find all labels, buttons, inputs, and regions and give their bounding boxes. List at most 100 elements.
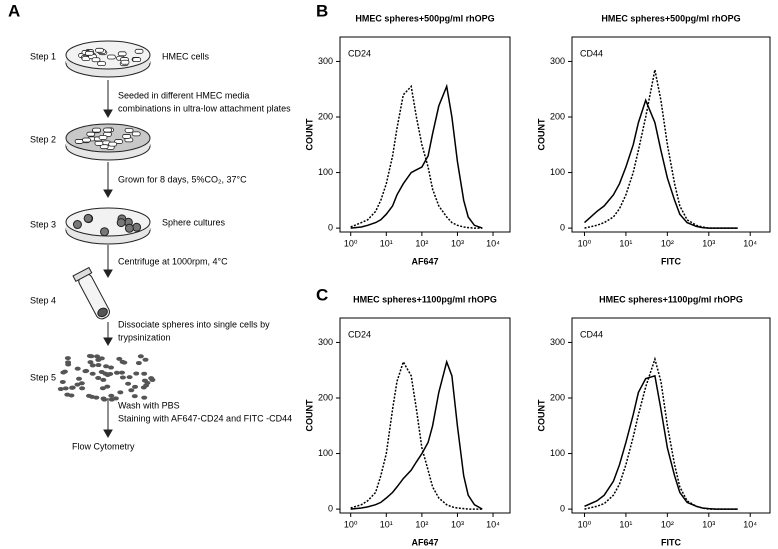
histogram-line: [350, 359, 483, 510]
y-axis-label: COUNT: [536, 118, 546, 150]
x-tick-label: 10⁰: [344, 238, 358, 248]
single-cell: [98, 356, 105, 361]
x-axis-label: AF647: [411, 537, 438, 547]
sphere: [124, 223, 134, 233]
chart-title: HMEC spheres+500pg/ml rhOPG: [601, 13, 740, 23]
single-cell: [140, 385, 147, 390]
step-label: Step 2: [30, 134, 56, 144]
y-tick-label: 300: [318, 56, 333, 66]
arrow-head: [103, 109, 113, 119]
y-tick-label: 100: [550, 167, 565, 177]
x-tick-label: 10⁴: [486, 519, 500, 529]
annotation: CD24: [348, 48, 371, 58]
note: Centrifuge at 1000rpm, 4°C: [118, 256, 228, 266]
x-tick-label: 10³: [451, 238, 464, 248]
single-cell: [83, 368, 90, 373]
histogram-line: [584, 374, 738, 510]
cell: [120, 59, 130, 65]
y-tick-label: 300: [318, 337, 333, 347]
y-tick-label: 100: [318, 448, 333, 458]
step-label: Step 1: [30, 51, 56, 61]
sphere: [132, 222, 142, 232]
single-cell: [94, 354, 101, 359]
single-cell: [86, 393, 93, 398]
y-tick-label: 200: [318, 392, 333, 402]
cell: [117, 51, 127, 57]
x-tick-label: 10³: [451, 519, 464, 529]
cell: [86, 131, 96, 137]
x-tick-label: 10¹: [619, 519, 632, 529]
x-tick-label: 10¹: [619, 238, 632, 248]
cell: [132, 57, 142, 63]
x-tick-label: 10²: [415, 238, 428, 248]
cell: [94, 140, 104, 146]
single-cell: [64, 356, 71, 361]
single-cell: [116, 356, 123, 361]
note: Flow Cytometry: [72, 441, 135, 451]
arrow-head: [103, 429, 113, 439]
sphere: [116, 218, 126, 228]
single-cell: [99, 386, 106, 391]
cell: [98, 135, 108, 140]
cell: [95, 47, 104, 53]
single-cell: [142, 357, 149, 362]
single-cell: [78, 381, 85, 386]
x-tick-label: 10⁴: [486, 238, 500, 248]
chart-title: HMEC spheres+1100pg/ml rhOPG: [353, 294, 497, 304]
single-cell: [60, 370, 67, 375]
cell: [103, 127, 112, 133]
x-tick-label: 10¹: [380, 238, 393, 248]
y-axis-label: COUNT: [304, 118, 314, 150]
cell: [122, 134, 132, 139]
panel-label: A: [8, 1, 20, 20]
single-cell: [135, 361, 142, 366]
note: trypsinization: [118, 332, 171, 342]
tube: [72, 266, 110, 320]
single-cell: [57, 387, 64, 392]
note: Wash with PBS: [118, 400, 180, 410]
y-tick-label: 0: [328, 503, 333, 513]
annotation: CD24: [348, 329, 371, 339]
x-tick-label: 10³: [702, 519, 715, 529]
cell: [124, 127, 134, 133]
single-cell: [141, 371, 148, 376]
single-cell: [128, 388, 135, 393]
note: Dissociate spheres into single cells by: [118, 319, 270, 329]
single-cell: [59, 380, 66, 385]
y-tick-label: 0: [560, 222, 565, 232]
y-tick-label: 200: [318, 111, 333, 121]
note: Sphere cultures: [162, 217, 226, 227]
charts: HMEC spheres+500pg/ml rhOPG CD24 COUNT AF64…: [304, 13, 771, 547]
annotation: CD44: [580, 329, 603, 339]
single-cell: [88, 354, 95, 359]
panel-label: B: [316, 1, 328, 20]
single-cell: [137, 354, 144, 359]
single-cell: [89, 363, 96, 368]
y-tick-label: 200: [550, 111, 565, 121]
single-cell: [131, 394, 138, 399]
x-tick-label: 10⁰: [578, 519, 592, 529]
x-tick-label: 10²: [661, 238, 674, 248]
plot-frame: [571, 317, 771, 514]
cell: [97, 61, 106, 67]
cell: [92, 127, 101, 133]
single-cell: [108, 393, 115, 398]
single-cell: [118, 370, 125, 375]
single-cell: [69, 385, 76, 390]
histogram-line: [350, 83, 483, 229]
sphere: [100, 227, 110, 237]
y-tick-label: 0: [560, 503, 565, 513]
step-label: Step 4: [30, 295, 56, 305]
single-cell: [144, 380, 151, 385]
x-tick-label: 10⁴: [743, 238, 757, 248]
single-cell: [119, 375, 126, 380]
histogram-line: [584, 356, 738, 510]
single-cell: [95, 375, 102, 380]
sphere: [72, 220, 82, 230]
x-axis-label: FITC: [661, 537, 681, 547]
single-cell: [103, 364, 110, 369]
plot-frame: [339, 36, 511, 233]
annotation: CD44: [580, 48, 603, 58]
sphere: [83, 213, 93, 223]
